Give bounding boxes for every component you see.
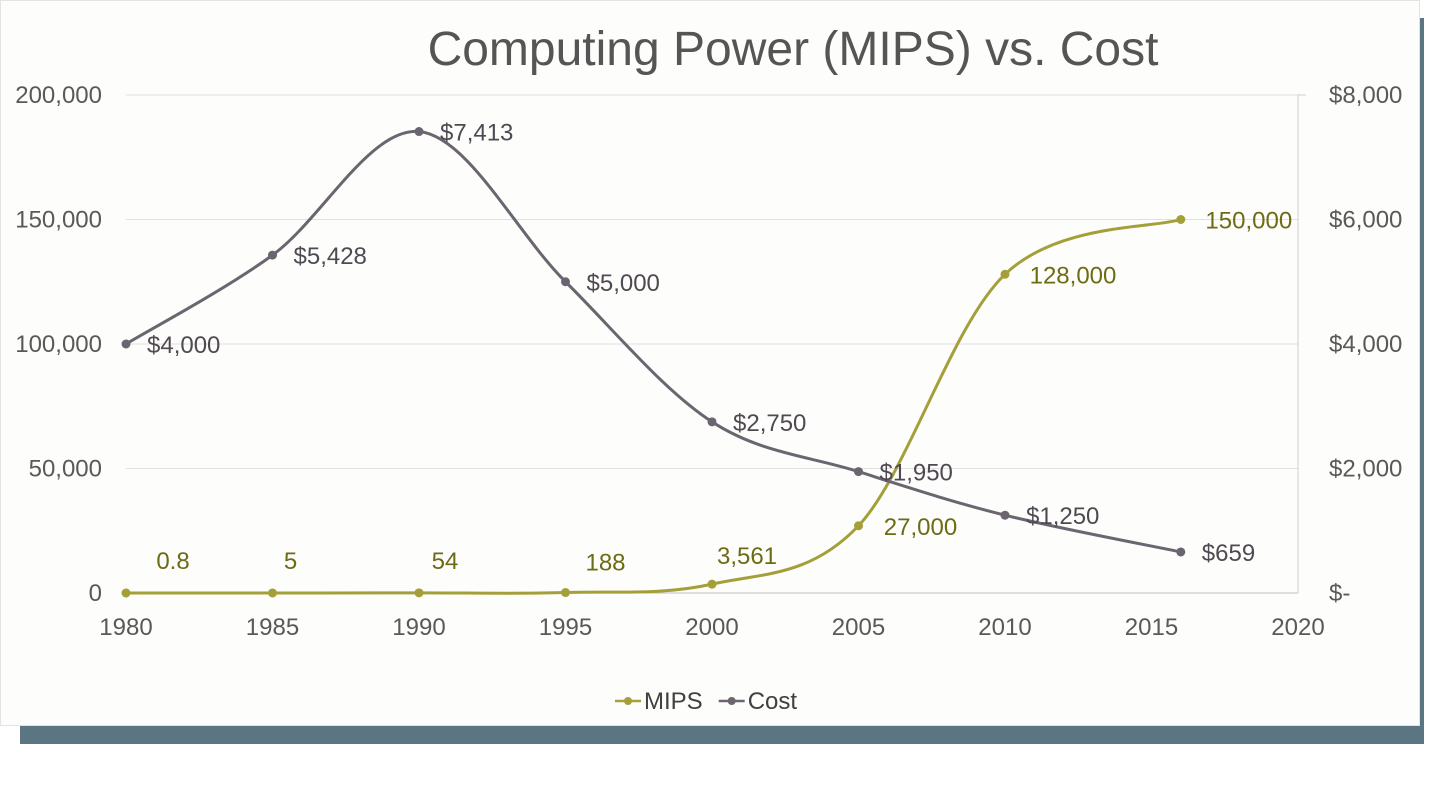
legend-item-cost[interactable]: Cost	[718, 688, 798, 715]
data-point-cost	[121, 339, 131, 349]
axes: 0 $- 50,000 $2,000 100,000 $4,000 150,000 $6,00…	[15, 82, 1402, 641]
data-point-mips	[121, 588, 131, 598]
y-right-tick-label: $2,000	[1329, 456, 1402, 483]
data-point-cost	[854, 467, 863, 477]
chart-title: Computing Power (MIPS) vs. Cost	[428, 23, 1159, 76]
data-label-mips: 188	[585, 550, 625, 577]
y-right-tick-label: $-	[1329, 580, 1350, 607]
x-tick-label: 2015	[1125, 614, 1178, 641]
data-point-mips	[1000, 269, 1010, 279]
x-tick-label: 1985	[246, 614, 299, 641]
y-left-tick-label: 200,000	[15, 82, 102, 109]
data-point-mips	[561, 588, 570, 598]
x-tick-label: 1990	[392, 614, 445, 641]
series-lines	[121, 127, 1186, 598]
legend-label: Cost	[748, 688, 798, 715]
data-point-cost	[707, 417, 717, 427]
y-left-tick-label: 150,000	[15, 207, 102, 234]
x-tick-label: 2020	[1271, 614, 1324, 641]
legend-swatch-marker	[624, 697, 632, 705]
data-point-cost	[561, 277, 570, 287]
y-right-tick-label: $4,000	[1329, 331, 1402, 358]
x-tick-label: 2010	[978, 614, 1031, 641]
data-label-cost: $1,950	[880, 460, 953, 487]
x-tick-label: 2000	[685, 614, 738, 641]
y-left-tick-label: 50,000	[29, 456, 102, 483]
x-tick-label: 1995	[539, 614, 592, 641]
data-label-mips: 150,000	[1205, 208, 1292, 235]
data-label-cost: $5,000	[587, 270, 660, 297]
data-label-cost: $659	[1202, 540, 1255, 567]
x-tick-label: 2005	[832, 614, 885, 641]
x-tick-label: 1980	[99, 614, 152, 641]
legend-item-mips[interactable]: MIPS	[615, 688, 703, 715]
y-left-tick-label: 0	[89, 580, 102, 607]
legend-label: MIPS	[644, 688, 703, 715]
data-label-cost: $1,250	[1026, 503, 1099, 530]
y-right-tick-label: $6,000	[1329, 207, 1402, 234]
data-point-mips	[854, 521, 863, 531]
y-left-tick-label: 100,000	[15, 331, 102, 358]
data-point-cost	[414, 127, 424, 137]
gridlines	[126, 94, 1298, 594]
legend[interactable]: MIPS Cost	[615, 688, 797, 715]
chart-card: Computing Power (MIPS) vs. Cost 0 $- 50,00…	[0, 0, 1420, 726]
data-label-cost: $4,000	[147, 332, 220, 359]
series-line-mips	[125, 218, 1182, 595]
data-label-cost: $5,428	[294, 243, 367, 270]
data-point-cost	[1176, 547, 1186, 557]
data-point-mips	[414, 588, 424, 598]
series-line-cost	[125, 130, 1182, 554]
data-labels: 0.8 5 54 188 3,561 27,000 128,000 150,000 $4,000…	[147, 120, 1292, 577]
data-label-mips: 128,000	[1030, 262, 1117, 289]
chart-svg: Computing Power (MIPS) vs. Cost 0 $- 50,00…	[15, 23, 1402, 715]
data-point-mips	[268, 588, 277, 598]
data-point-mips	[1176, 215, 1186, 224]
data-point-mips	[707, 579, 717, 589]
y-right-tick-label: $8,000	[1329, 82, 1402, 109]
data-point-cost	[1000, 510, 1010, 520]
legend-swatch-marker	[727, 697, 736, 705]
data-label-mips: 0.8	[156, 548, 189, 575]
data-label-cost: $2,750	[733, 410, 806, 437]
data-label-mips: 3,561	[717, 543, 777, 570]
data-label-mips: 5	[284, 548, 297, 575]
data-point-cost	[268, 250, 277, 260]
data-label-cost: $7,413	[440, 120, 513, 147]
data-label-mips: 54	[432, 548, 459, 575]
data-label-mips: 27,000	[884, 514, 957, 541]
